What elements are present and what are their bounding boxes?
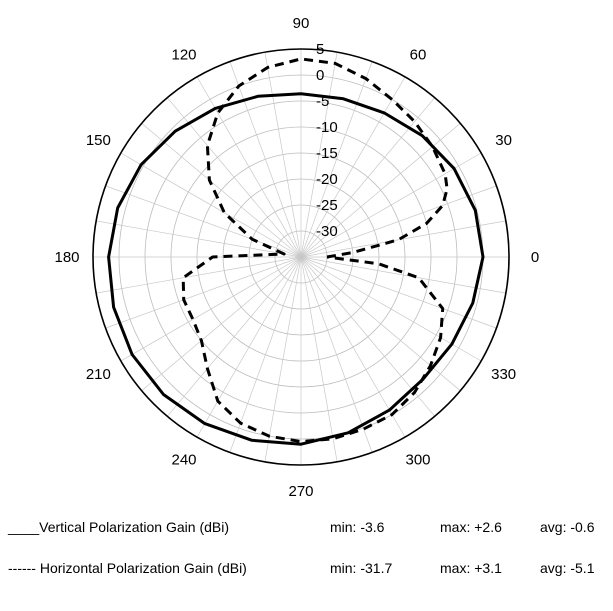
- grid-spoke: [96, 256, 302, 294]
- grid-spoke: [229, 61, 302, 258]
- angle-tick-label: 210: [86, 366, 111, 383]
- series-layer: [107, 57, 485, 446]
- legend-horizontal-max: max: +3.1: [440, 560, 502, 576]
- legend-vertical-row: ____Vertical Polarization Gain (dBi) min…: [0, 519, 613, 541]
- grid-spoke: [300, 152, 482, 258]
- radial-tick-label: -25: [316, 197, 338, 214]
- grid-spoke: [120, 152, 302, 258]
- radial-tick-label: 5: [316, 41, 324, 58]
- angle-tick-label: 90: [293, 15, 310, 32]
- grid-spoke: [96, 220, 302, 258]
- radial-tick-labels: 50-5-10-15-20-25-30: [316, 41, 338, 240]
- angle-tick-label: 60: [410, 46, 427, 63]
- grid-spoke: [141, 123, 302, 258]
- legend-vertical-max: max: +2.6: [440, 519, 502, 535]
- angle-tick-label: 240: [171, 452, 196, 469]
- legend-vertical-avg: avg: -0.6: [540, 519, 595, 535]
- radial-tick-label: -15: [316, 145, 338, 162]
- polar-grid: [92, 48, 510, 466]
- legend-vertical-label: ____Vertical Polarization Gain (dBi): [8, 519, 230, 535]
- grid-spoke: [141, 256, 302, 391]
- grid-spoke: [300, 256, 461, 391]
- grid-spoke: [300, 256, 373, 453]
- angle-tick-label: 330: [491, 366, 516, 383]
- grid-spoke: [105, 185, 302, 258]
- angle-tick-label: 300: [405, 452, 430, 469]
- legend-vertical-min: min: -3.6: [330, 519, 385, 535]
- angle-tick-label: 180: [54, 249, 79, 266]
- angle-tick-label: 270: [288, 483, 313, 500]
- grid-spoke: [300, 52, 338, 258]
- series-horizontal-gain: [181, 57, 449, 444]
- legend-horizontal-min: min: -31.7: [330, 560, 393, 576]
- series-vertical-gain: [107, 92, 485, 446]
- angle-tick-label: 0: [531, 249, 539, 266]
- grid-spoke: [264, 256, 302, 462]
- angle-tick-label: 120: [171, 46, 196, 63]
- legend-horizontal-row: ------ Horizontal Polarization Gain (dBi…: [0, 560, 613, 582]
- grid-spoke: [300, 256, 406, 438]
- grid-spoke: [167, 97, 302, 258]
- grid-spoke: [300, 185, 497, 258]
- angle-tick-label: 150: [86, 132, 111, 149]
- grid-spoke: [196, 256, 302, 438]
- grid-spoke: [300, 76, 406, 258]
- outer-ring: [92, 48, 510, 466]
- grid-spoke: [229, 256, 302, 453]
- grid-spoke: [196, 76, 302, 258]
- grid-spoke: [300, 256, 506, 294]
- radial-tick-label: 0: [316, 67, 324, 84]
- grid-spoke: [264, 52, 302, 258]
- grid-spoke: [300, 256, 497, 329]
- grid-spoke: [105, 256, 302, 329]
- grid-spoke: [300, 61, 373, 258]
- grid-spoke: [167, 256, 302, 417]
- angle-tick-label: 30: [495, 132, 512, 149]
- grid-spoke: [300, 256, 338, 462]
- grid-spoke: [300, 220, 506, 258]
- grid-spoke: [300, 97, 435, 258]
- angle-tick-labels: 0 30 60 90 120 150 180 210 240 270 300 330: [54, 15, 539, 500]
- radial-tick-label: -10: [316, 119, 338, 136]
- legend-horizontal-label: ------ Horizontal Polarization Gain (dBi…: [8, 560, 247, 576]
- grid-spoke: [120, 256, 302, 362]
- radial-tick-label: -30: [316, 223, 338, 240]
- legend-horizontal-avg: avg: -5.1: [540, 560, 595, 576]
- radial-tick-label: -20: [316, 171, 338, 188]
